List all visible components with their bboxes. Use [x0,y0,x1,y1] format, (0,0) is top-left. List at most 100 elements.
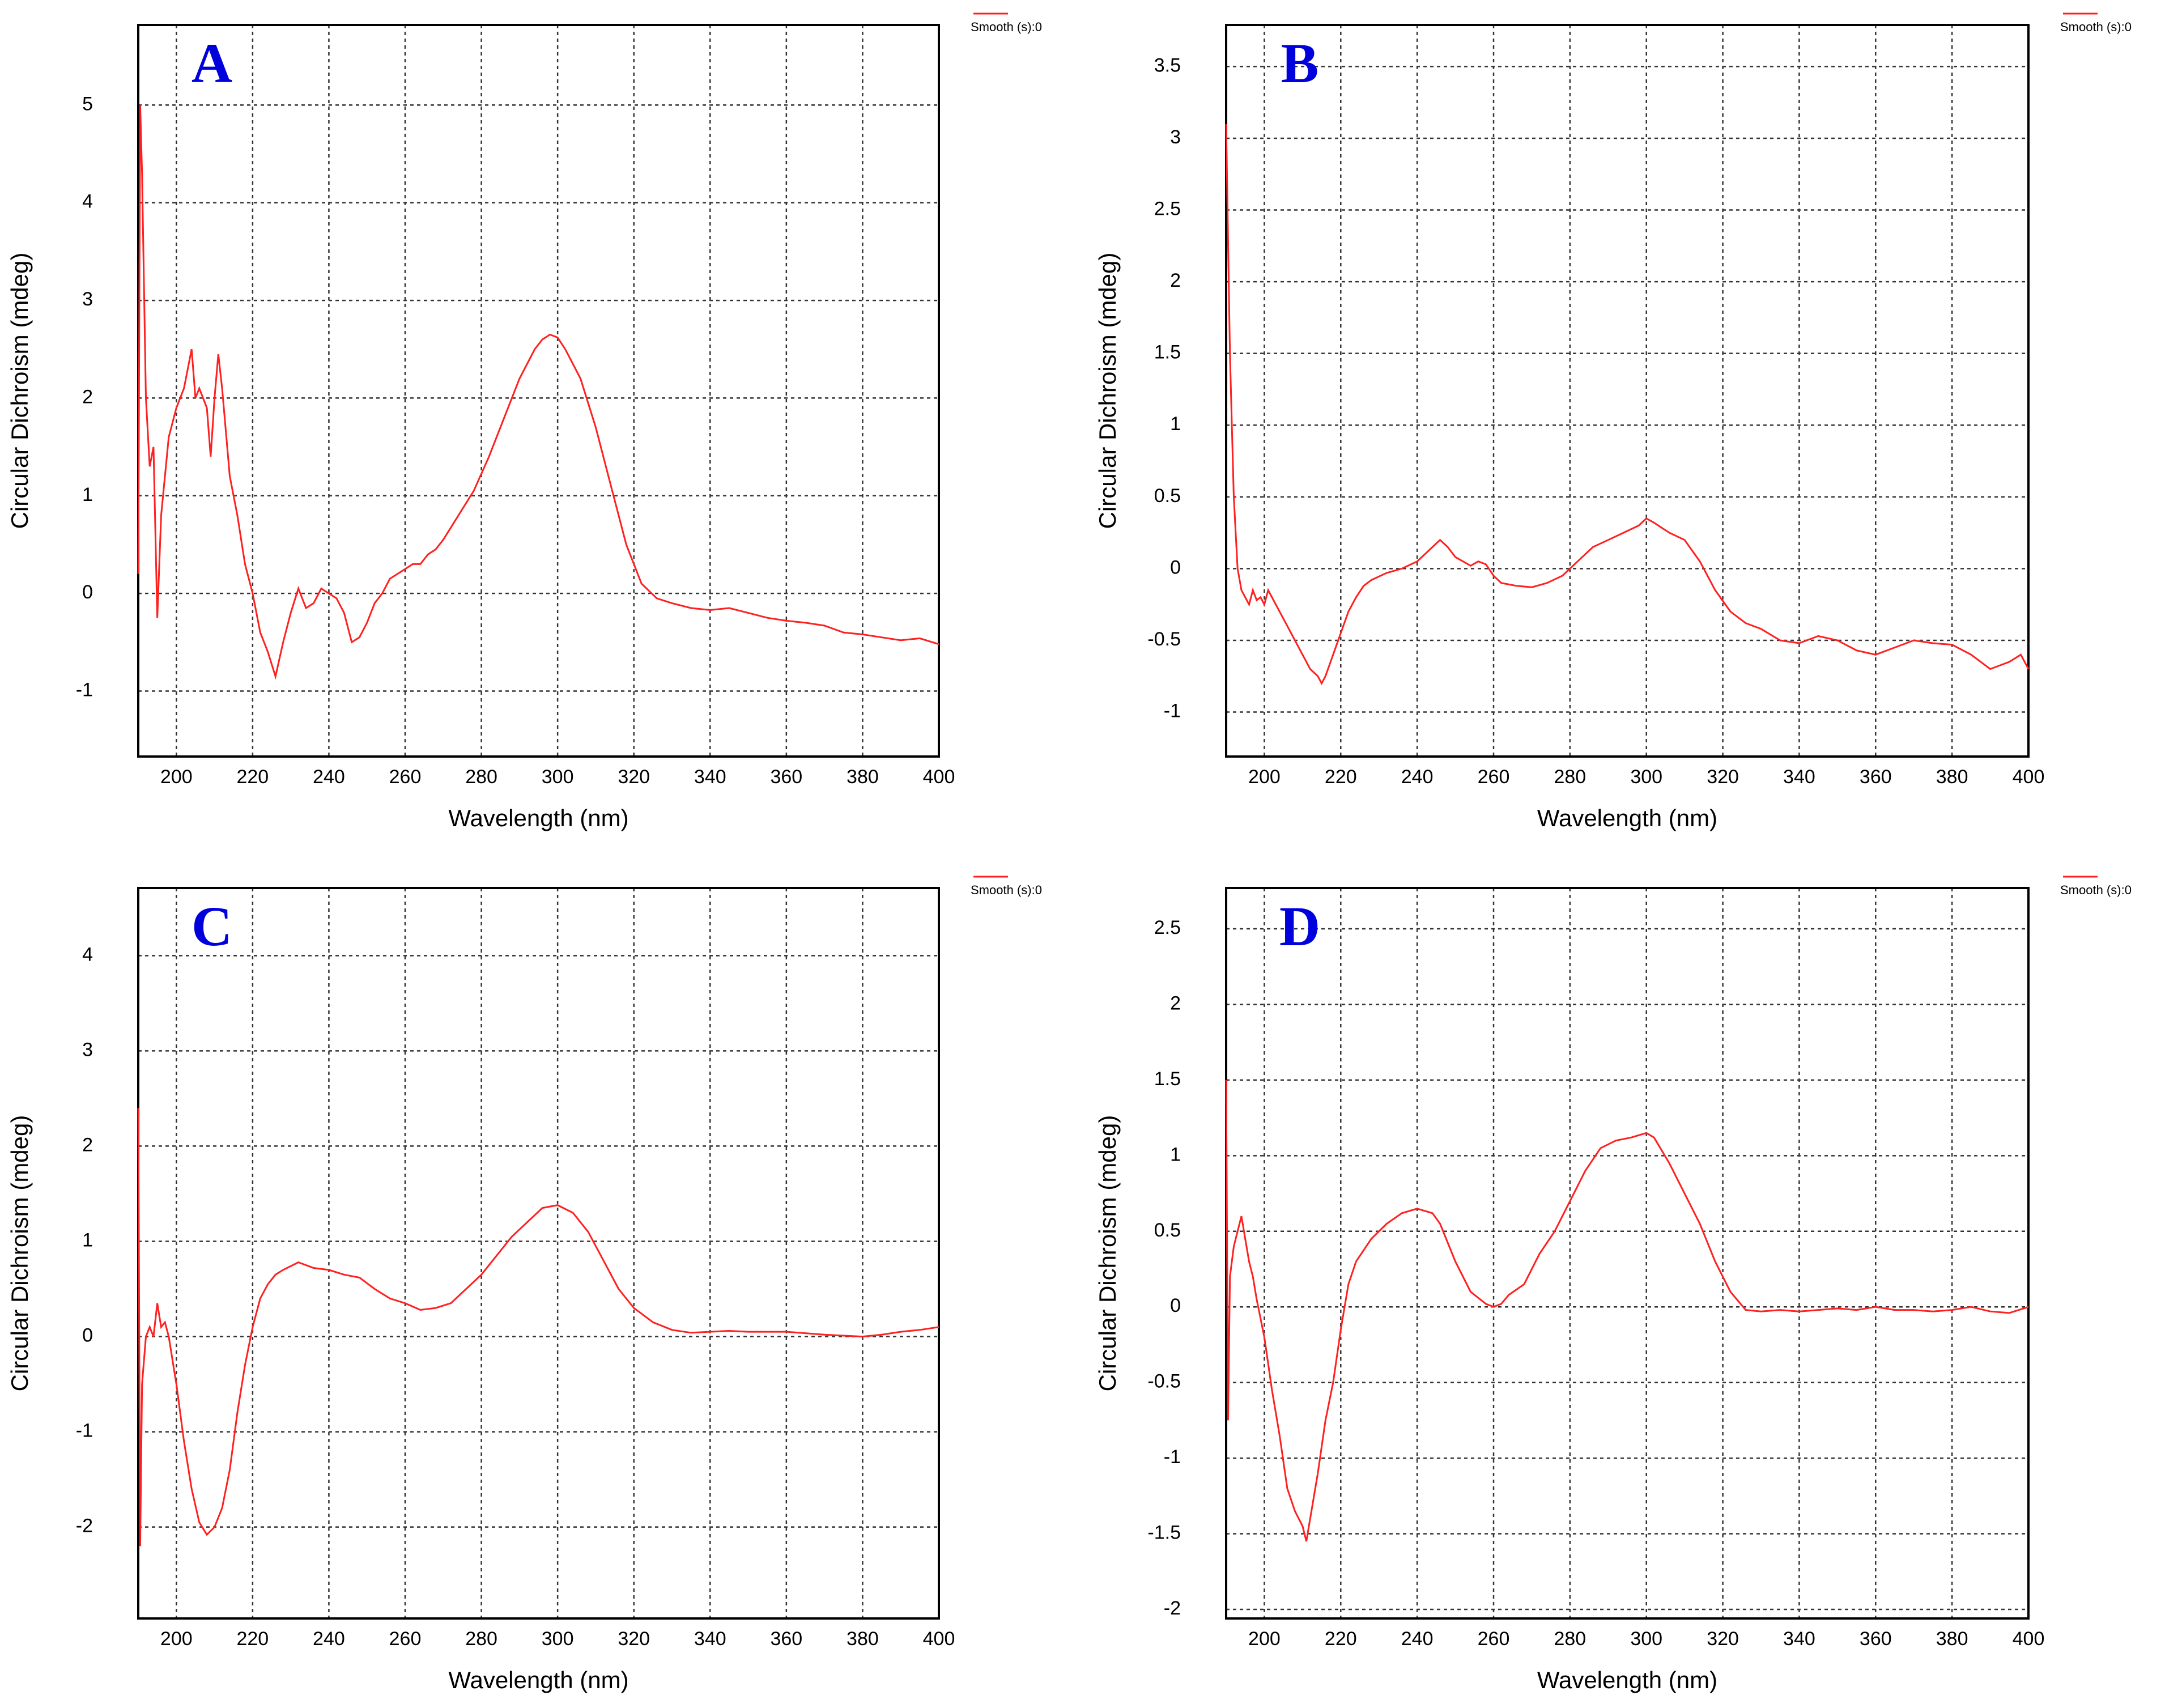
y-tick-label: 4 [82,191,93,213]
y-tick-label: 2.5 [1154,917,1181,938]
x-tick-label: 380 [847,1628,879,1650]
panel-letter: C [192,895,232,958]
legend-label: Smooth (s):0 [2060,883,2132,897]
y-tick-label: 2 [1170,270,1181,291]
x-tick-label: 340 [694,1628,726,1650]
data-line [137,1108,939,1546]
y-tick-label: -0.5 [1147,1371,1181,1392]
y-tick-label: 1 [1170,413,1181,435]
y-tick-label: -2 [76,1515,93,1537]
legend-label: Smooth (s):0 [2060,20,2132,34]
x-tick-label: 240 [1401,1628,1434,1650]
x-tick-label: 220 [1325,1628,1357,1650]
y-tick-label: -1 [76,1420,93,1442]
y-axis-label: Circular Dichroism (mdeg) [1094,253,1121,529]
x-tick-label: 220 [236,1628,269,1650]
x-tick-label: 260 [389,766,422,788]
y-tick-label: 0.5 [1154,1220,1181,1241]
y-tick-label: 2 [82,1134,93,1155]
y-tick-label: 4 [82,944,93,965]
x-tick-label: 240 [313,1628,345,1650]
plot-area [1226,888,2028,1618]
x-axis-label: Wavelength (nm) [448,1667,628,1693]
y-tick-label: -0.5 [1147,628,1181,650]
plot-frame [1225,24,2030,758]
y-tick-label: -1 [1164,1446,1181,1468]
y-tick-label: 1.5 [1154,1068,1181,1090]
y-tick-label: 2.5 [1154,198,1181,220]
x-tick-label: 400 [2013,1628,2045,1650]
x-tick-label: 300 [1630,766,1662,788]
y-tick-label: 1.5 [1154,342,1181,363]
x-tick-label: 200 [1248,1628,1281,1650]
x-tick-label: 200 [160,766,193,788]
y-tick-label: 0 [82,581,93,603]
x-tick-label: 340 [1783,766,1815,788]
y-tick-label: -2 [1164,1597,1181,1619]
x-tick-label: 360 [770,766,802,788]
x-tick-label: 380 [847,766,879,788]
x-tick-label: 200 [160,1628,193,1650]
x-tick-label: 200 [1248,766,1281,788]
x-tick-label: 340 [694,766,726,788]
y-tick-label: 2 [82,386,93,407]
y-tick-label: 1 [82,484,93,505]
x-tick-label: 260 [389,1628,422,1650]
x-tick-label: 260 [1478,766,1510,788]
x-tick-label: 360 [770,1628,802,1650]
y-tick-label: 3 [1170,126,1181,148]
x-tick-label: 240 [1401,766,1434,788]
legend-label: Smooth (s):0 [971,883,1042,897]
y-tick-label: 1 [1170,1144,1181,1165]
x-tick-label: 280 [1554,766,1586,788]
x-tick-label: 260 [1478,1628,1510,1650]
panel-letter: A [192,32,232,95]
x-tick-label: 380 [1936,1628,1968,1650]
y-tick-label: 3 [82,288,93,310]
x-tick-label: 280 [465,1628,497,1650]
plot-area [138,888,939,1618]
x-tick-label: 300 [1630,1628,1662,1650]
y-tick-label: -1 [76,679,93,701]
x-tick-label: 300 [542,1628,574,1650]
x-tick-label: 320 [618,766,650,788]
plot-area [1226,25,2028,757]
data-line [1225,1080,2029,1542]
y-tick-label: -1.5 [1147,1522,1181,1544]
plot-area [138,25,939,757]
legend-label: Smooth (s):0 [971,20,1042,34]
y-tick-label: -1 [1164,700,1181,722]
x-tick-label: 220 [236,766,269,788]
x-tick-label: 360 [1860,1628,1892,1650]
x-tick-label: 400 [923,766,955,788]
y-axis-label: Circular Dichroism (mdeg) [6,1115,33,1392]
data-line [1225,124,2030,686]
y-tick-label: 0 [1170,556,1181,578]
y-tick-label: 0 [1170,1295,1181,1316]
panel-letter: B [1281,32,1319,95]
panel-letter: D [1279,895,1320,958]
y-tick-label: 3.5 [1154,54,1181,76]
y-tick-label: 3 [82,1039,93,1060]
y-tick-label: 5 [82,93,93,114]
y-tick-label: 0.5 [1154,485,1181,507]
x-tick-label: 220 [1325,766,1357,788]
x-axis-label: Wavelength (nm) [448,805,628,831]
x-tick-label: 280 [1554,1628,1586,1650]
plot-frame [1225,887,2030,1620]
x-axis-label: Wavelength (nm) [1537,1667,1717,1693]
y-tick-label: 2 [1170,992,1181,1014]
x-tick-label: 380 [1936,766,1968,788]
x-tick-label: 400 [2013,766,2045,788]
x-tick-label: 300 [542,766,574,788]
x-tick-label: 320 [1707,766,1739,788]
x-tick-label: 320 [618,1628,650,1650]
x-tick-label: 280 [465,766,497,788]
y-axis-label: Circular Dichroism (mdeg) [6,253,33,529]
data-line [137,105,939,680]
y-axis-label: Circular Dichroism (mdeg) [1094,1115,1121,1392]
x-tick-label: 240 [313,766,345,788]
x-tick-label: 360 [1860,766,1892,788]
x-axis-label: Wavelength (nm) [1537,805,1717,831]
